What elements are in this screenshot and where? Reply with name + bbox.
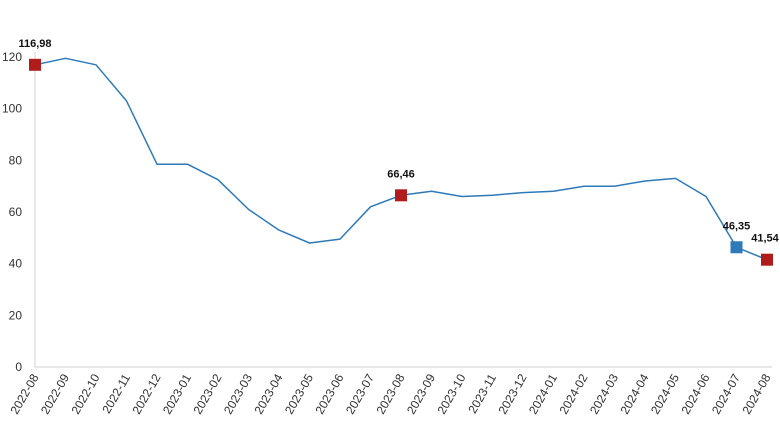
x-tick-label: 2024-02: [556, 371, 590, 416]
x-tick-label: 2023-05: [282, 371, 316, 416]
series-layer: [34, 57, 768, 261]
data-label: 116,98: [18, 38, 51, 50]
y-tick-label: 80: [9, 153, 23, 167]
x-tick-label: 2023-06: [312, 371, 346, 416]
data-label: 41,54: [751, 233, 779, 245]
x-tick-label: 2023-08: [373, 371, 407, 416]
x-tick-label: 2023-07: [343, 371, 377, 416]
x-tick-label: 2024-01: [526, 371, 560, 416]
highlight-marker: [761, 253, 773, 266]
y-tick-label: 60: [9, 205, 23, 219]
x-tick-label: 2022-10: [68, 371, 102, 416]
y-axis-ticks: 0 20 40 60 80 100 120: [2, 50, 22, 374]
x-tick-label: 2023-10: [434, 371, 468, 416]
x-tick-label: 2022-08: [7, 371, 41, 416]
axes: [34, 52, 772, 368]
x-tick-label: 2024-07: [709, 371, 743, 416]
y-tick-label: 20: [9, 308, 23, 322]
x-axis-ticks: 2022-082022-092022-102022-112022-122023-…: [7, 371, 773, 416]
highlight-marker: [730, 241, 743, 254]
x-tick-label: 2024-04: [617, 371, 651, 416]
highlight-marker: [395, 189, 407, 202]
highlight-marker: [29, 58, 41, 71]
y-tick-label: 0: [15, 360, 22, 374]
x-tick-label: 2023-11: [465, 371, 499, 416]
x-tick-label: 2022-09: [38, 371, 72, 416]
x-tick-label: 2023-03: [221, 371, 255, 416]
x-tick-label: 2023-01: [160, 371, 194, 416]
x-tick-label: 2023-09: [404, 371, 438, 416]
x-tick-label: 2023-04: [251, 371, 285, 416]
x-tick-label: 2023-02: [190, 371, 224, 416]
data-label: 66,46: [387, 168, 415, 180]
data-label: 46,35: [723, 220, 751, 232]
x-tick-label: 2022-12: [129, 371, 163, 416]
x-tick-label: 2024-06: [678, 371, 712, 416]
x-tick-label: 2023-12: [495, 371, 529, 416]
x-tick-label: 2024-03: [587, 371, 621, 416]
y-tick-label: 40: [9, 257, 23, 271]
x-tick-label: 2024-08: [739, 371, 773, 416]
x-tick-label: 2022-11: [99, 371, 133, 416]
series-line: [34, 57, 768, 261]
y-tick-label: 100: [2, 102, 22, 116]
highlight-markers: [29, 58, 773, 266]
y-tick-label: 120: [2, 50, 22, 64]
x-tick-label: 2024-05: [648, 371, 682, 416]
